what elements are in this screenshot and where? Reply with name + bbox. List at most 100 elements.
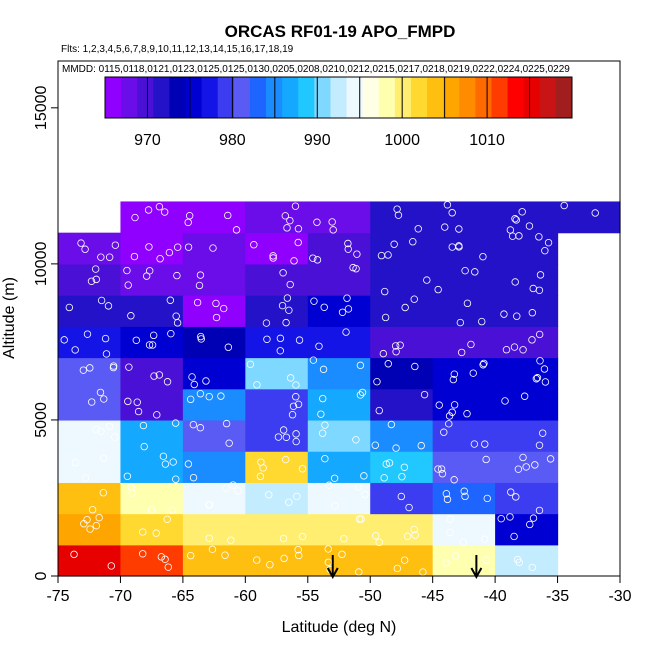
observation-point xyxy=(104,302,113,310)
observation-point xyxy=(88,398,96,406)
observation-point xyxy=(419,568,427,576)
y-tick-label: 15000 xyxy=(33,85,50,130)
heatmap-cell xyxy=(245,451,309,483)
observation-point xyxy=(168,506,176,514)
observation-point xyxy=(417,441,425,450)
observation-point xyxy=(538,429,547,437)
colorbar-swatch xyxy=(249,77,267,118)
observation-point xyxy=(167,329,175,338)
y-tick-label: 0 xyxy=(33,571,50,580)
observation-point xyxy=(283,224,291,232)
observation-point xyxy=(528,563,537,572)
observation-point xyxy=(294,225,303,233)
observation-point xyxy=(281,455,290,464)
heatmap-cell xyxy=(245,482,309,515)
observation-point xyxy=(352,436,360,444)
observation-point xyxy=(525,222,534,230)
observation-point xyxy=(409,238,417,246)
observation-point xyxy=(400,556,409,564)
observation-point xyxy=(512,216,520,224)
observation-point xyxy=(343,294,351,302)
observation-point xyxy=(405,503,413,512)
observation-point xyxy=(225,439,233,447)
observation-point xyxy=(513,312,521,320)
observation-point xyxy=(541,378,550,386)
observation-point xyxy=(294,238,302,247)
observation-point xyxy=(292,381,300,389)
heatmap-cell xyxy=(370,357,434,390)
heatmap-cell xyxy=(120,513,184,546)
heatmap-cell xyxy=(58,451,122,483)
observation-point xyxy=(514,465,523,473)
observation-point xyxy=(373,378,381,386)
observation-point xyxy=(541,246,549,255)
observation-points xyxy=(60,201,599,576)
x-axis-label: Latitude (deg N) xyxy=(282,619,397,636)
observation-point xyxy=(344,305,353,313)
observation-point xyxy=(292,430,300,438)
observation-point xyxy=(189,473,198,482)
observation-point xyxy=(442,490,451,498)
observation-point xyxy=(269,252,277,260)
observation-point xyxy=(279,269,287,277)
observation-point xyxy=(189,420,198,429)
observation-point xyxy=(512,493,520,501)
x-tick-label: -55 xyxy=(296,588,319,605)
observation-point xyxy=(125,363,133,371)
observation-point xyxy=(250,241,258,249)
observation-point xyxy=(217,392,225,400)
x-tick-label: -75 xyxy=(46,588,69,605)
observation-point xyxy=(533,374,542,382)
observation-point xyxy=(77,239,85,247)
y-axis-label: Altitude (m) xyxy=(1,277,18,359)
observation-point xyxy=(295,336,304,344)
observation-point xyxy=(163,378,172,386)
observation-point xyxy=(455,243,463,251)
observation-point xyxy=(134,407,143,416)
observation-point xyxy=(92,275,101,284)
colorbar-frame xyxy=(104,76,573,119)
observation-point xyxy=(529,284,537,293)
observation-point xyxy=(355,568,363,576)
plot-frame xyxy=(57,60,621,577)
heatmap-cell xyxy=(370,513,434,546)
observation-point xyxy=(526,520,534,529)
colorbar-swatch xyxy=(217,77,235,118)
observation-point xyxy=(190,380,198,389)
observation-point xyxy=(71,458,80,467)
colorbar-swatch xyxy=(539,77,557,118)
observation-point xyxy=(381,313,390,322)
observation-point xyxy=(139,528,147,536)
latitude-arrows xyxy=(326,555,483,580)
heatmap-cell xyxy=(495,482,559,515)
observation-point xyxy=(130,252,139,261)
observation-point xyxy=(253,556,261,564)
y-tick-label: 10000 xyxy=(33,242,50,287)
observation-point xyxy=(95,513,103,522)
observation-point xyxy=(450,476,458,484)
observation-point xyxy=(313,256,322,264)
observation-point xyxy=(234,487,242,495)
observation-point xyxy=(470,440,479,448)
observation-point xyxy=(313,218,321,226)
heatmap-cell xyxy=(245,326,309,359)
heatmap-cell xyxy=(432,544,496,577)
colorbar-swatch xyxy=(233,77,251,118)
observation-point xyxy=(460,487,468,495)
observation-point xyxy=(156,255,164,263)
observation-point xyxy=(150,372,158,380)
observation-point xyxy=(531,461,539,469)
observation-point xyxy=(461,266,469,275)
observation-point xyxy=(173,319,182,327)
heatmap-cell xyxy=(182,513,246,546)
heatmap-cell xyxy=(495,513,559,546)
observation-point xyxy=(528,336,536,344)
observation-point xyxy=(111,241,120,249)
observation-point xyxy=(329,226,337,234)
heatmap-cell xyxy=(182,263,246,296)
heatmap-cell xyxy=(182,201,246,234)
observation-point xyxy=(292,393,300,401)
observation-point xyxy=(461,492,469,501)
observation-point xyxy=(227,536,235,544)
observation-point xyxy=(232,226,241,234)
